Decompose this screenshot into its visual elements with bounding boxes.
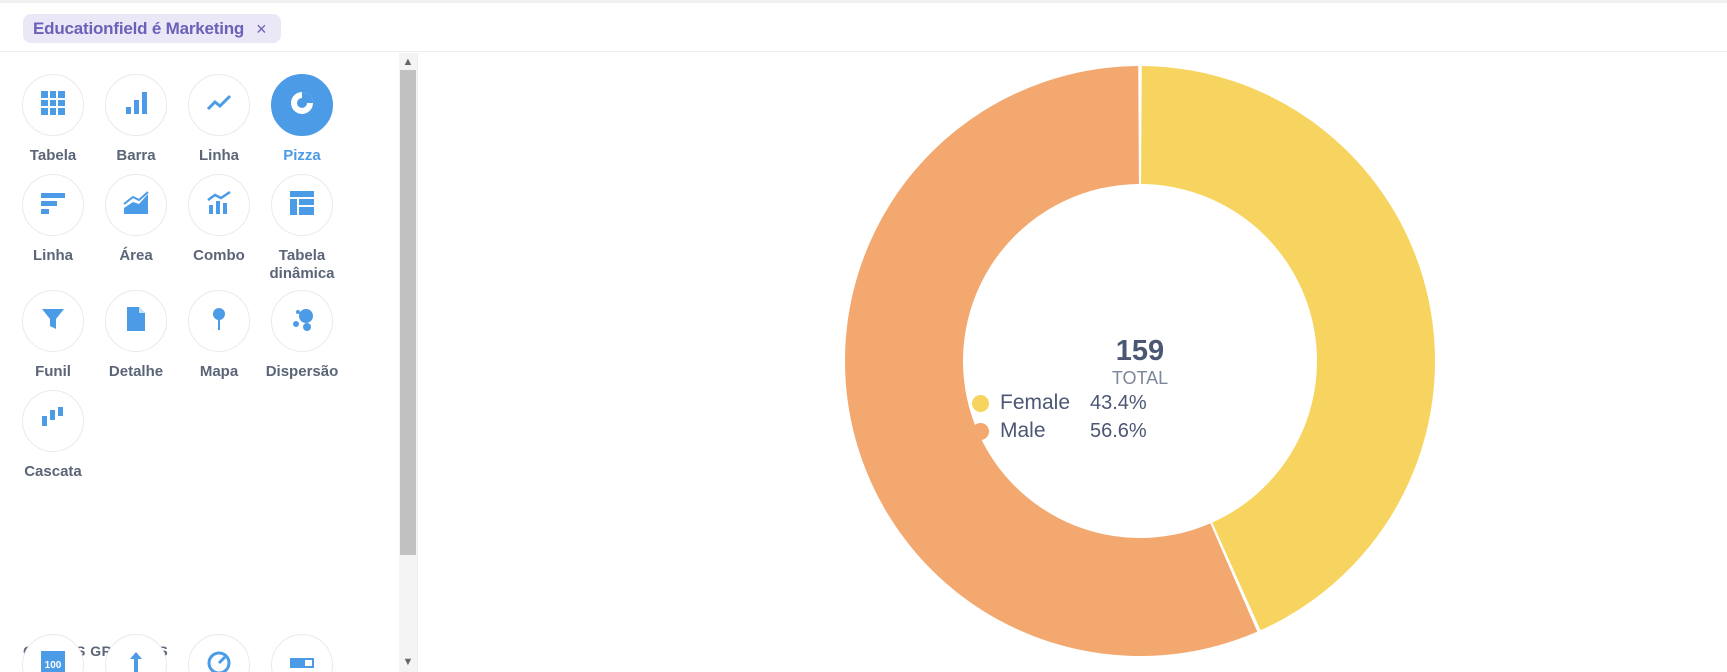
viz-option-label: Linha [199,147,239,164]
viz-option-area[interactable]: Área [90,174,182,265]
other-viz-option[interactable]: 100 [7,634,99,672]
other-viz-option[interactable] [173,634,265,672]
legend-item-female[interactable]: Female 43.4% [972,389,1147,417]
bar-chart-icon [123,90,149,121]
viz-option-row[interactable]: Linha [7,174,99,265]
viz-option-label: Combo [193,247,245,264]
viz-option-map[interactable]: Mapa [173,290,265,381]
viz-option-circle [22,290,84,352]
viz-option-label: Pizza [283,147,321,164]
viz-option-scatter[interactable]: Dispersão [256,290,348,381]
viz-option-circle [271,634,333,672]
combo-chart-icon [206,190,232,221]
scroll-up-icon[interactable]: ▲ [402,56,414,68]
waterfall-icon [40,406,66,437]
map-pin-icon [206,306,232,337]
progress-icon [289,650,315,672]
pivot-table-icon [289,190,315,221]
filter-pill[interactable]: Educationfield é Marketing × [23,14,281,43]
viz-option-circle [22,390,84,452]
legend-label: Male [1000,419,1046,442]
chart-legend: Female 43.4% Male 56.6% [972,389,1147,445]
viz-option-label: Linha [33,247,73,264]
table-icon [40,90,66,121]
viz-option-pie[interactable]: Pizza [256,74,348,165]
viz-option-circle [22,174,84,236]
number-icon: 100 [40,650,66,672]
viz-option-table[interactable]: Tabela [7,74,99,165]
viz-option-detail[interactable]: Detalhe [90,290,182,381]
filter-bar: Educationfield é Marketing × [0,0,1727,52]
viz-option-line[interactable]: Linha [173,74,265,165]
viz-option-circle [105,290,167,352]
viz-option-circle [105,634,167,672]
legend-percent: 56.6% [1090,419,1147,442]
legend-dot [972,422,989,440]
viz-option-circle [188,634,250,672]
visualization-picker: Tabela Barra Linha Pizza Linha Área Combo Tabel… [0,53,418,672]
viz-option-combo[interactable]: Combo [173,174,265,265]
scatter-icon [289,306,315,337]
document-icon [123,306,149,337]
legend-label: Female [1000,391,1071,414]
viz-option-circle: 100 [22,634,84,672]
legend-percent: 43.4% [1090,391,1147,414]
viz-option-circle [271,74,333,136]
viz-option-circle [105,174,167,236]
viz-option-circle [271,174,333,236]
funnel-icon [40,306,66,337]
viz-option-waterfall[interactable]: Cascata [7,390,99,481]
pie-chart-icon [289,90,315,121]
viz-option-bar[interactable]: Barra [90,74,182,165]
viz-option-label: Tabela [29,147,77,164]
viz-option-label: Funil [35,363,71,380]
viz-option-label: Cascata [24,463,82,480]
legend-item-male[interactable]: Male 56.6% [972,417,1147,445]
filter-label: Educationfield é Marketing [33,18,245,38]
donut-slice-male[interactable] [845,66,1258,656]
trend-icon [123,650,149,672]
viz-option-pivot[interactable]: Tabela dinâmica [256,174,348,283]
sidebar-scrollbar-thumb[interactable] [400,70,416,555]
area-chart-icon [123,190,149,221]
viz-option-label: Barra [116,147,156,164]
viz-option-label: Detalhe [108,363,164,380]
viz-option-circle [22,74,84,136]
viz-option-circle [188,74,250,136]
viz-option-circle [188,174,250,236]
svg-text:100: 100 [45,660,62,671]
donut-slice-female[interactable] [1141,66,1435,631]
donut-total-label: TOTAL [1112,368,1168,388]
other-viz-option[interactable] [256,634,348,672]
legend-dot [972,394,989,412]
viz-option-circle [188,290,250,352]
viz-option-circle [271,290,333,352]
gauge-icon [206,650,232,672]
donut-total-value: 159 [1116,335,1164,367]
line-chart-icon [206,90,232,121]
close-icon[interactable]: × [256,18,267,39]
viz-option-funnel[interactable]: Funil [7,290,99,381]
row-chart-icon [40,190,66,221]
viz-option-label: Dispersão [265,363,339,380]
scroll-down-icon[interactable]: ▼ [402,656,414,668]
chart-area: 159 TOTAL Female 43.4% Male 56.6% [427,53,1727,672]
viz-option-label: Área [119,247,153,264]
viz-option-label: Tabela dinâmica [269,247,335,282]
viz-option-label: Mapa [199,363,239,380]
other-viz-option[interactable] [90,634,182,672]
viz-option-circle [105,74,167,136]
